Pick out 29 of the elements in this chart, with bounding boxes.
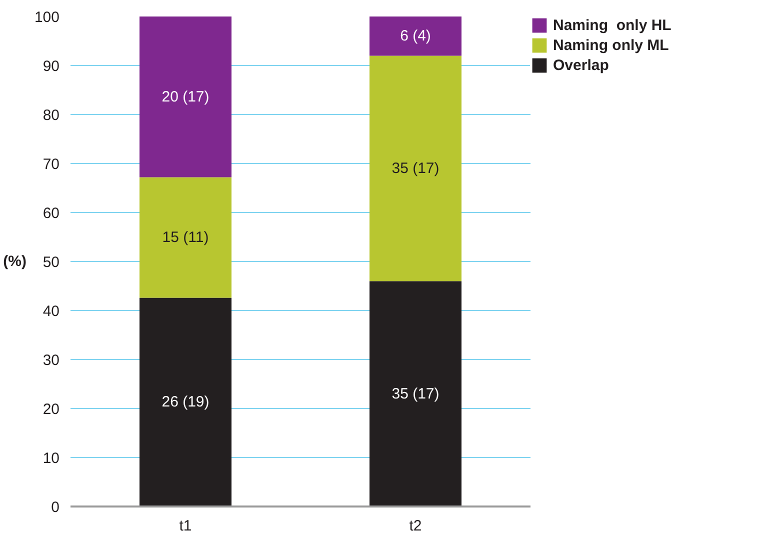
bar	[370, 56, 462, 282]
legend-label: Overlap	[553, 56, 609, 74]
x-tick-label: t1	[179, 518, 192, 534]
y-tick-label: 90	[42, 58, 60, 75]
bar	[370, 16, 462, 56]
bar	[140, 177, 232, 298]
legend-label: Naming only HL	[553, 16, 672, 34]
annotation: 6 (4)	[400, 28, 431, 45]
legend-label: Naming only ML	[553, 36, 669, 54]
bar	[140, 16, 232, 178]
y-axis-title: (%)	[3, 253, 26, 270]
y-tick-label: 80	[42, 107, 60, 124]
annotation: 35 (17)	[392, 160, 440, 177]
annotation: 15 (11)	[162, 228, 209, 246]
y-tick-label: 10	[42, 450, 60, 467]
y-tick-label: 40	[42, 303, 60, 320]
annotation: 20 (17)	[162, 88, 210, 106]
y-tick-label: 70	[42, 156, 60, 173]
y-tick-label: 20	[42, 401, 60, 418]
x-tick-label: t2	[409, 518, 422, 534]
y-tick-label: 100	[34, 9, 60, 26]
y-tick-label: 0	[51, 499, 60, 516]
y-tick-label: 30	[42, 352, 60, 369]
bar	[370, 281, 462, 506]
bar	[140, 298, 232, 506]
annotation: 26 (19)	[162, 394, 210, 411]
y-tick-label: 60	[42, 205, 60, 222]
annotation: 35 (17)	[392, 385, 440, 402]
y-tick-label: 50	[42, 254, 60, 271]
